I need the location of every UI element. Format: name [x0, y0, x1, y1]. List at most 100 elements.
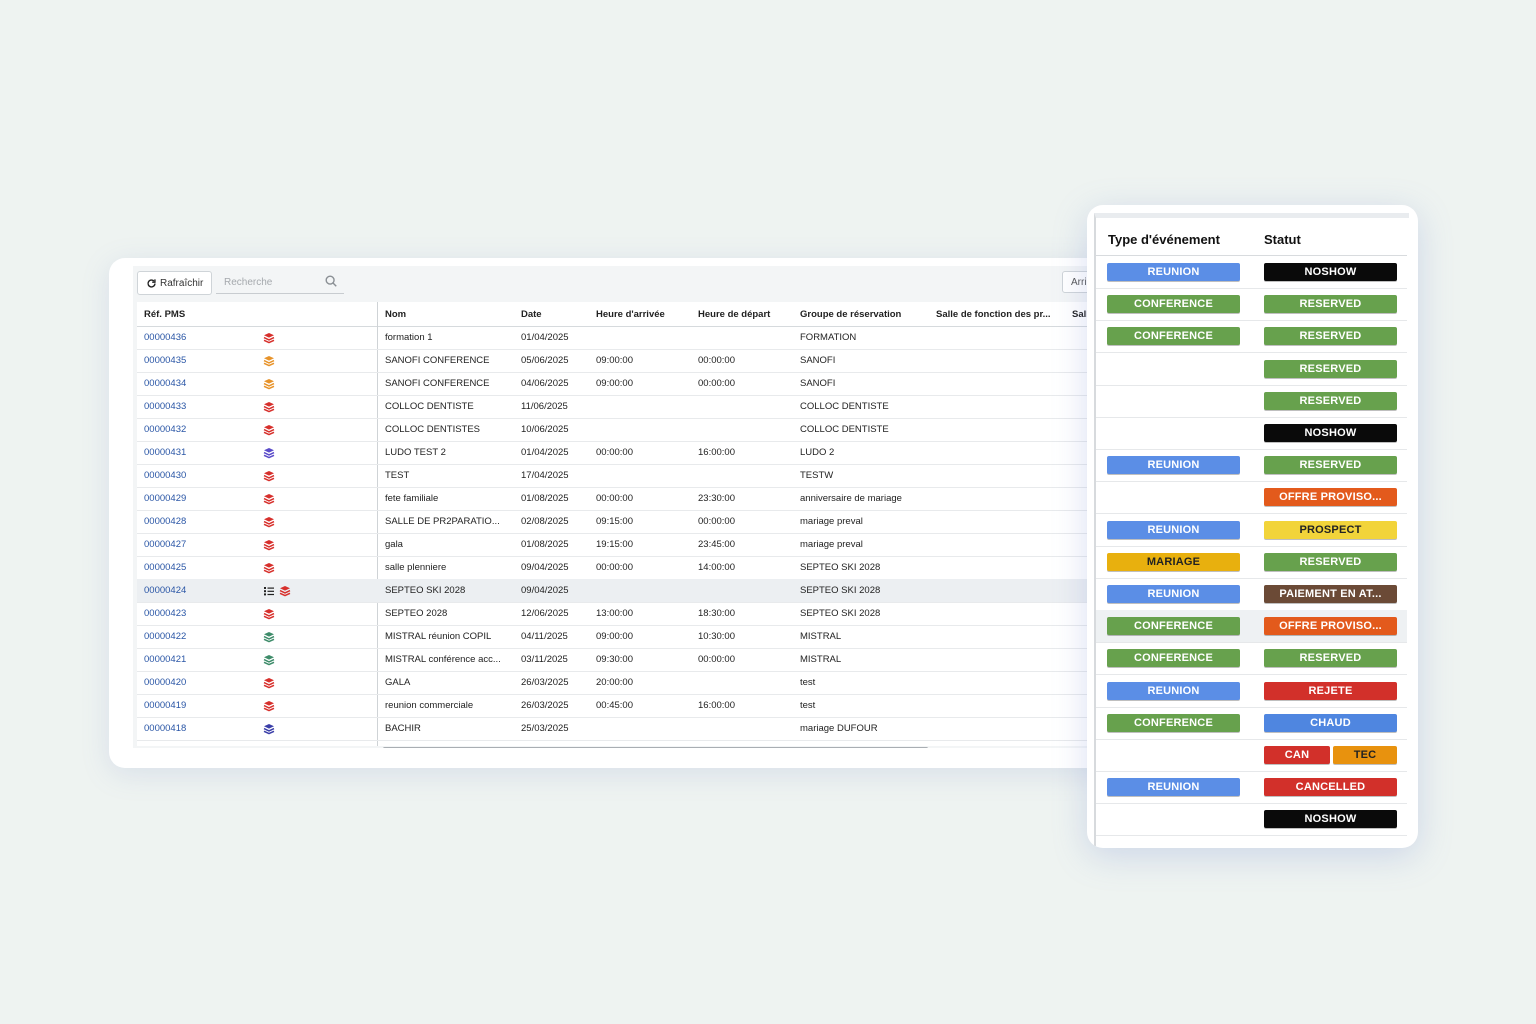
- col-header-ref[interactable]: Réf. PMS: [144, 308, 186, 320]
- table-row[interactable]: 00000419 reunion commerciale 26/03/2025 00:…: [137, 694, 1119, 718]
- status-badge: RESERVED: [1264, 327, 1397, 346]
- status-row[interactable]: CAN TEC: [1096, 739, 1407, 772]
- row-icons: [263, 487, 323, 510]
- table-row[interactable]: 00000425 salle plenniere 09/04/2025 00:00:0…: [137, 556, 1119, 580]
- list-icon[interactable]: [263, 585, 275, 597]
- col-header-date[interactable]: Date: [521, 308, 542, 320]
- col-header-status[interactable]: Statut: [1264, 232, 1301, 247]
- cell-departure: 23:45:00: [698, 539, 735, 550]
- ref-link[interactable]: 00000422: [144, 631, 187, 642]
- status-row[interactable]: CONFERENCE RESERVED: [1096, 320, 1407, 354]
- status-row[interactable]: CONFERENCE RESERVED: [1096, 288, 1407, 322]
- col-header-arrival[interactable]: Heure d'arrivée: [596, 308, 665, 320]
- table-row[interactable]: 00000431 LUDO TEST 2 01/04/2025 00:00:00 16:…: [137, 441, 1119, 465]
- status-row[interactable]: REUNION RESERVED: [1096, 449, 1407, 483]
- status-row[interactable]: RESERVED: [1096, 385, 1407, 418]
- ref-link[interactable]: 00000425: [144, 562, 187, 573]
- table-row[interactable]: 00000429 fete familiale 01/08/2025 00:00:00…: [137, 487, 1119, 511]
- status-row[interactable]: NOSHOW: [1096, 803, 1407, 837]
- ref-link[interactable]: 00000436: [144, 332, 187, 343]
- event-type-badge: MARIAGE: [1107, 552, 1240, 571]
- cell-departure: 00:00:00: [698, 355, 735, 366]
- cell-date: 11/06/2025: [521, 401, 568, 412]
- row-icons: [263, 533, 323, 556]
- col-header-nom[interactable]: Nom: [385, 308, 407, 320]
- table-row[interactable]: 00000428 SALLE DE PR2PARATIO... 02/08/2025…: [137, 510, 1119, 534]
- table-row[interactable]: 00000433 COLLOC DENTISTE 11/06/2025 COLLOC …: [137, 395, 1119, 419]
- status-row[interactable]: RESERVED: [1096, 353, 1407, 386]
- ref-link[interactable]: 00000435: [144, 355, 187, 366]
- cell-group: test: [800, 700, 816, 711]
- cell-group: SANOFI: [800, 378, 836, 389]
- ref-link[interactable]: 00000427: [144, 539, 187, 550]
- cell-date: 01/08/2025: [521, 493, 569, 504]
- cell-arrival: 09:15:00: [596, 516, 633, 527]
- event-type-badge: REUNION: [1107, 520, 1240, 539]
- ref-link[interactable]: 00000418: [144, 723, 187, 734]
- status-row[interactable]: CONFERENCE CHAUD: [1096, 707, 1407, 740]
- status-row[interactable]: REUNION REJETE: [1096, 675, 1407, 708]
- status-row[interactable]: REUNION CANCELLED: [1096, 771, 1407, 805]
- table-row[interactable]: 00000430 TEST 17/04/2025 TESTW: [137, 464, 1119, 488]
- status-row[interactable]: MARIAGE RESERVED: [1096, 546, 1407, 579]
- row-icons: [263, 602, 323, 625]
- cell-group: mariage DUFOUR: [800, 723, 878, 734]
- ref-link[interactable]: 00000431: [144, 447, 187, 458]
- cell-departure: [698, 464, 796, 487]
- col-header-departure[interactable]: Heure de départ: [698, 308, 771, 320]
- col-header-function-room[interactable]: Salle de fonction des pr...: [936, 308, 1051, 320]
- horizontal-scrollbar[interactable]: [383, 747, 928, 748]
- ref-link[interactable]: 00000430: [144, 470, 187, 481]
- event-type-badge: CONFERENCE: [1107, 713, 1240, 732]
- status-row[interactable]: OFFRE PROVISO...: [1096, 481, 1407, 515]
- ref-link[interactable]: 00000428: [144, 516, 187, 527]
- table-row[interactable]: 00000421 MISTRAL conférence acc... 03/11/2…: [137, 648, 1119, 672]
- col-header-event-type[interactable]: Type d'événement: [1108, 232, 1220, 247]
- cell-departure: 23:30:00: [698, 493, 735, 504]
- cell-arrival: [596, 579, 694, 602]
- table-row[interactable]: 00000427 gala 01/08/2025 19:15:00 23:45:00 ma…: [137, 533, 1119, 557]
- status-row[interactable]: CONFERENCE RESERVED: [1096, 642, 1407, 676]
- ref-link[interactable]: 00000432: [144, 424, 187, 435]
- table-row[interactable]: 00000423 SEPTEO 2028 12/06/2025 13:00:00 18:…: [137, 602, 1119, 626]
- search-field[interactable]: [216, 271, 344, 294]
- ref-link[interactable]: 00000419: [144, 700, 187, 711]
- cell-group: TESTW: [800, 470, 834, 481]
- search-icon[interactable]: [324, 274, 338, 288]
- table-row[interactable]: 00000436 formation 1 01/04/2025 FORMATION: [137, 326, 1119, 350]
- table-row[interactable]: 00000435 SANOFI CONFERENCE 05/06/2025 09:00…: [137, 349, 1119, 373]
- cell-nom: GALA: [385, 677, 411, 688]
- ref-link[interactable]: 00000420: [144, 677, 187, 688]
- col-header-room[interactable]: Sall: [1072, 308, 1089, 320]
- refresh-icon: [147, 278, 156, 288]
- status-row[interactable]: NOSHOW: [1096, 417, 1407, 450]
- search-input[interactable]: [216, 275, 326, 289]
- col-header-group[interactable]: Groupe de réservation: [800, 308, 902, 320]
- ref-link[interactable]: 00000434: [144, 378, 187, 389]
- cell-date: 25/03/2025: [521, 723, 569, 734]
- status-row[interactable]: REUNION PROSPECT: [1096, 514, 1407, 547]
- table-row[interactable]: 00000420 GALA 26/03/2025 20:00:00 test: [137, 671, 1119, 695]
- cell-departure: [698, 395, 796, 418]
- layers-icon: [263, 539, 275, 550]
- table-row[interactable]: 00000424 SEPTEO SKI 2028 09/04/2025 SEPTEO …: [137, 579, 1119, 603]
- table-row[interactable]: 00000434 SANOFI CONFERENCE 04/06/2025 09:00…: [137, 372, 1119, 396]
- cell-nom: COLLOC DENTISTES: [385, 424, 481, 435]
- refresh-button[interactable]: Rafraîchir: [137, 271, 213, 295]
- status-row[interactable]: REUNION PAIEMENT EN AT...: [1096, 578, 1407, 611]
- row-icons: [263, 418, 323, 441]
- ref-link[interactable]: 00000423: [144, 608, 187, 619]
- status-row[interactable]: REUNION NOSHOW: [1096, 256, 1407, 289]
- ref-link[interactable]: 00000421: [144, 654, 187, 665]
- status-row[interactable]: CONFERENCE OFFRE PROVISO...: [1096, 610, 1407, 644]
- ref-link[interactable]: 00000433: [144, 401, 187, 412]
- ref-link[interactable]: 00000424: [144, 585, 187, 596]
- cell-departure: [698, 579, 796, 602]
- table-row[interactable]: 00000432 COLLOC DENTISTES 10/06/2025 COLLOC…: [137, 418, 1119, 442]
- cell-arrival: [596, 464, 694, 487]
- table-row[interactable]: 00000418 BACHIR 25/03/2025 mariage DUFOUR: [137, 717, 1119, 741]
- row-icons: [263, 326, 323, 349]
- ref-link[interactable]: 00000429: [144, 493, 187, 504]
- table-row[interactable]: 00000422 MISTRAL réunion COPIL 04/11/2025 0…: [137, 625, 1119, 649]
- cell-arrival: 00:45:00: [596, 700, 633, 711]
